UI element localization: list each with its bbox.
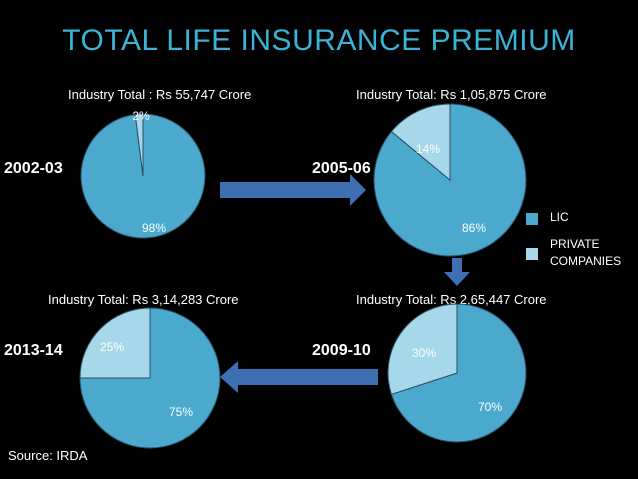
pie-label-2013-14-private: 25%: [100, 340, 124, 354]
year-label-2009-10: 2009-10: [312, 342, 371, 359]
industry-total-2009-10: Industry Total: Rs 2,65,447 Crore: [356, 292, 547, 307]
legend-swatch-lic: [526, 213, 538, 225]
industry-total-2013-14: Industry Total: Rs 3,14,283 Crore: [48, 292, 239, 307]
source-note: Source: IRDA: [8, 448, 88, 463]
pie-label-2002-03-private: 2%: [132, 109, 150, 123]
industry-total-2002-03: Industry Total : Rs 55,747 Crore: [68, 87, 252, 102]
arrow-left-icon: [220, 361, 378, 393]
pie-label-2005-06-private: 14%: [416, 142, 440, 156]
pie-slice-2013-14-private: [79, 307, 151, 379]
industry-total-2005-06: Industry Total: Rs 1,05,875 Crore: [356, 87, 547, 102]
pie-slice-2009-10-private: [387, 303, 458, 395]
pie-label-2013-14-lic: 75%: [169, 405, 193, 419]
legend-label-private: PRIVATE COMPANIES: [550, 237, 622, 268]
pie-label-2009-10-lic: 70%: [478, 400, 502, 414]
pie-slice-2009-10-lic: [390, 303, 527, 443]
legend-label-lic: LIC: [550, 210, 569, 224]
year-label-2013-14: 2013-14: [4, 342, 63, 359]
year-label-2002-03: 2002-03: [4, 160, 63, 177]
year-label-2005-06: 2005-06: [312, 160, 371, 177]
legend-swatch-private: [526, 248, 538, 260]
slide-title: TOTAL LIFE INSURANCE PREMIUM: [62, 24, 576, 57]
arrow-right-icon: [220, 174, 366, 206]
pie-label-2005-06-lic: 86%: [462, 221, 486, 235]
pie-label-2002-03-lic: 98%: [142, 221, 166, 235]
pie-label-2009-10-private: 30%: [412, 346, 436, 360]
pie-slice-2005-06-private: [390, 103, 451, 182]
pie-slice-2002-03-private: [134, 113, 144, 177]
arrow-down-icon: [444, 258, 470, 286]
